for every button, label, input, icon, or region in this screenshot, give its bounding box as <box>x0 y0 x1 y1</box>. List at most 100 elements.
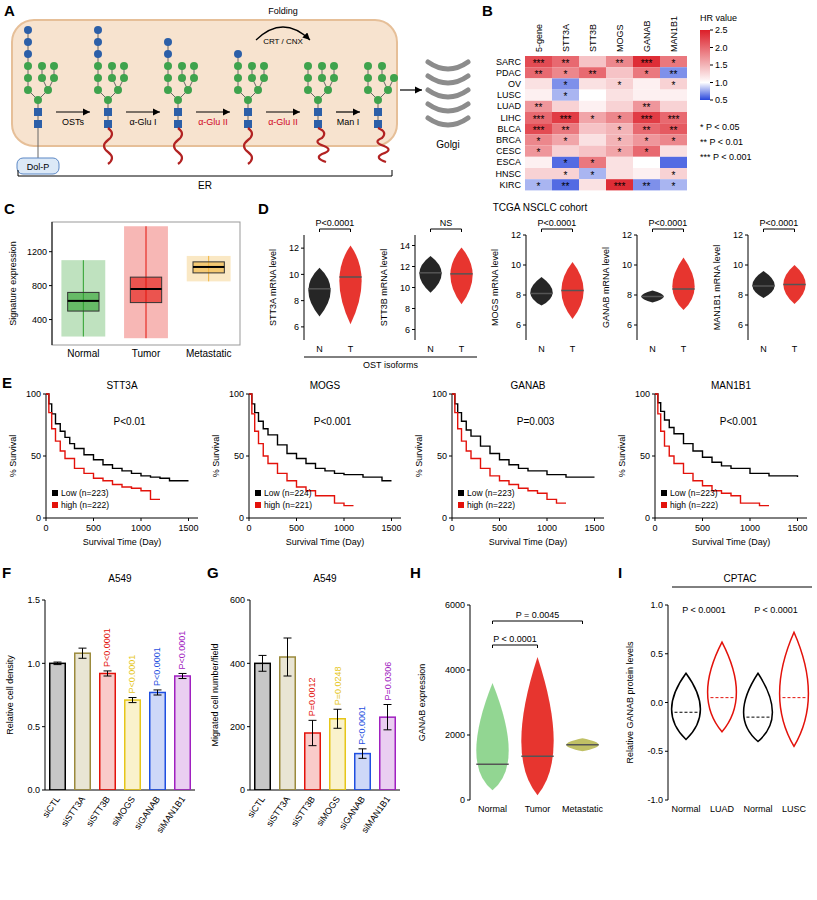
point-cloud <box>521 657 553 795</box>
point-cloud <box>566 738 598 751</box>
error-cap <box>384 704 392 705</box>
mannose <box>318 62 326 70</box>
row-label: CESC <box>496 146 522 156</box>
tick-label: -1.0 <box>647 795 663 805</box>
category-label: Tumor <box>525 804 551 814</box>
tick <box>665 702 668 703</box>
axis-title: Survival Time (Day) <box>83 537 162 547</box>
mannose <box>248 62 256 70</box>
row-label: HNSC <box>495 169 521 179</box>
mannose <box>50 74 58 82</box>
error-cap <box>179 678 187 679</box>
mannose <box>164 62 172 70</box>
mannose <box>178 74 186 82</box>
tick-label: 10 <box>622 260 632 270</box>
error-cap <box>334 709 342 710</box>
y-axis <box>526 235 527 340</box>
tick-label: 50 <box>437 451 447 461</box>
axis-title: Relative cell density <box>5 655 15 735</box>
tick-label: 8 <box>627 290 632 300</box>
plot-area <box>452 394 595 503</box>
chart-title: STT3A <box>106 380 137 391</box>
point-cloud <box>530 277 552 306</box>
tick <box>301 248 304 249</box>
tick <box>247 726 250 727</box>
p-value: P<0.0001 <box>153 647 163 686</box>
significance: * <box>564 69 568 80</box>
mannose <box>304 62 312 70</box>
mannose <box>364 74 372 82</box>
glcnac <box>174 120 182 128</box>
tick-label: 1200 <box>27 247 47 257</box>
tick <box>710 30 713 31</box>
tick <box>652 394 655 395</box>
mannose <box>364 62 372 70</box>
group-rule <box>304 357 477 358</box>
glycan <box>94 26 128 128</box>
panel-letter: E <box>2 374 12 391</box>
axis-title: % Survival <box>617 435 627 478</box>
column-label: MAN1B1 <box>669 16 679 52</box>
enzyme: Man I <box>337 117 360 127</box>
cell <box>633 168 660 179</box>
axis-title: STT3B mRNA level <box>379 249 389 327</box>
column-label: STT3A <box>561 24 571 52</box>
median <box>193 266 224 268</box>
tick <box>702 518 703 521</box>
significance: * <box>537 136 541 147</box>
error-cap <box>284 638 292 639</box>
mannose <box>304 86 312 94</box>
cell <box>525 168 552 179</box>
tick <box>412 245 415 246</box>
significance: * <box>537 181 541 192</box>
point-cloud <box>783 265 805 304</box>
significance: * <box>645 136 649 147</box>
p-value: P = 0.0045 <box>516 610 560 620</box>
legend-marker <box>661 490 667 496</box>
tick-label: 0.5 <box>650 649 663 659</box>
box <box>193 262 224 273</box>
point-cloud <box>419 256 441 293</box>
significance: ** <box>643 125 651 136</box>
point-cloud <box>61 260 105 336</box>
mannose <box>384 86 392 94</box>
mannose <box>108 62 116 70</box>
tick <box>43 456 46 457</box>
y-axis <box>304 235 305 340</box>
row-label: BRCA <box>496 135 521 145</box>
category-label: LUSC <box>782 804 807 814</box>
cell <box>525 90 552 101</box>
median <box>783 284 805 286</box>
median <box>130 288 161 290</box>
legend-entry: ** P < 0.01 <box>700 137 743 147</box>
tick-label: 100 <box>432 389 447 399</box>
category-label: T <box>459 344 465 354</box>
p-value: P=0.0306 <box>383 662 393 701</box>
chart-title: GANAB <box>510 380 545 391</box>
tick <box>247 600 250 601</box>
significance: * <box>618 147 622 158</box>
error-bar <box>337 709 338 728</box>
median <box>566 744 598 746</box>
tick-label: 12 <box>733 230 743 240</box>
cell <box>552 146 579 157</box>
median <box>672 288 694 290</box>
cell <box>633 90 660 101</box>
mannose <box>94 62 102 70</box>
axis-title: GANAB expression <box>417 664 427 742</box>
survival-curve <box>249 394 354 506</box>
tick <box>745 295 748 296</box>
plot-area <box>50 648 191 790</box>
cell <box>606 67 633 78</box>
significance: *** <box>668 114 680 125</box>
chart-title: CPTAC <box>723 573 756 584</box>
panel-letter: I <box>618 564 622 581</box>
median <box>476 764 508 766</box>
mannose <box>24 86 32 94</box>
p-value: P<0.0001 <box>760 218 799 228</box>
category-label: Tumor <box>132 348 161 359</box>
tick <box>710 47 713 48</box>
tick <box>523 325 526 326</box>
glcnac <box>244 108 252 116</box>
row-label: LUAD <box>497 101 522 111</box>
